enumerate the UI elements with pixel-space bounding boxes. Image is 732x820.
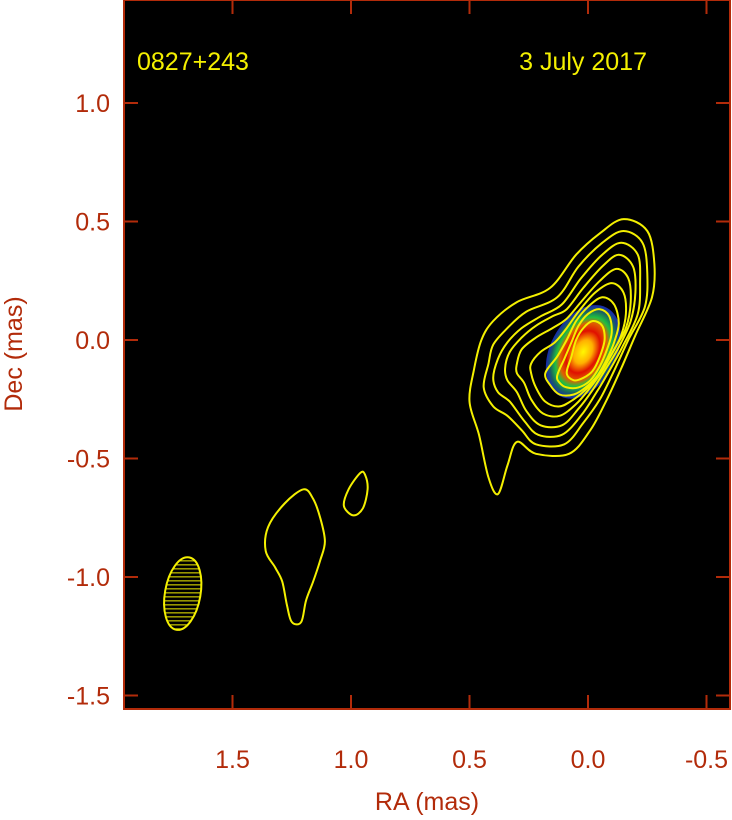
y-tick-label: -1.5 xyxy=(67,683,110,711)
x-tick-label: 0.0 xyxy=(571,746,606,774)
jet-contour-2 xyxy=(482,229,649,448)
jet-contour-9 xyxy=(565,319,606,382)
y-tick-label: 1.0 xyxy=(75,90,110,118)
y-tick-label: -1.0 xyxy=(67,564,110,592)
beam-outline xyxy=(163,556,203,631)
x-tick-label: 1.0 xyxy=(334,746,369,774)
x-tick-label: 1.5 xyxy=(215,746,250,774)
x-tick-label: -0.5 xyxy=(685,746,728,774)
jet-contour-6 xyxy=(529,282,628,408)
y-tick-label: 0.5 xyxy=(75,209,110,237)
plot-background xyxy=(124,0,730,709)
jet-contour-3 xyxy=(492,241,642,438)
y-tick-label: 0.0 xyxy=(75,327,110,355)
x-axis-title: RA (mas) xyxy=(375,788,479,816)
plot-frame xyxy=(123,0,731,710)
source-label: 0827+243 xyxy=(137,48,249,76)
jet-contour-7 xyxy=(544,296,620,397)
jet-contour-5 xyxy=(515,267,632,418)
jet-contour-4 xyxy=(504,253,637,429)
knot-contour-1 xyxy=(264,488,326,626)
jet-contour-8 xyxy=(556,308,613,390)
axis-ticks: 1.5 1.0 0.5 0.0 -0.5 1.0 0.5 0.0 -0.5 -1.0 -1.5 xyxy=(67,0,730,774)
jet-contour-1 xyxy=(468,218,656,496)
x-tick-label: 0.5 xyxy=(452,746,487,774)
y-tick-label: -0.5 xyxy=(67,446,110,474)
y-axis-title: Dec (mas) xyxy=(0,296,28,411)
contour-group xyxy=(264,218,656,626)
date-label: 3 July 2017 xyxy=(519,48,647,76)
knot-contour-2 xyxy=(342,470,369,517)
